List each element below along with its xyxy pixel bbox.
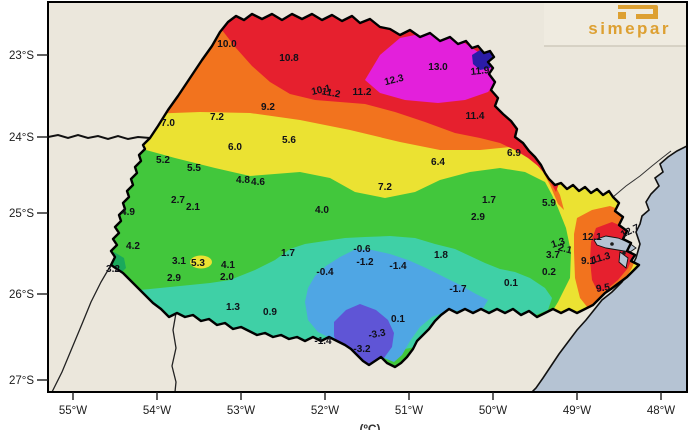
temp-value-label: 13.0 <box>428 62 448 73</box>
temp-value-label: 2.1 <box>186 202 200 213</box>
temp-value-label: 0.2 <box>542 267 556 278</box>
y-tick-label: 25°S <box>9 208 34 220</box>
contour-patch-darkgreen <box>111 252 126 276</box>
temp-value-label: -1.4 <box>389 261 407 272</box>
temp-value-label: 1.8 <box>434 250 448 261</box>
temp-value-label: 5.3 <box>191 258 205 269</box>
simepar-logo-icon <box>618 5 658 19</box>
map-frame <box>47 1 688 393</box>
temperature-labels: 10.010.810.111.2 11.212.313.0 11.911.49.27… <box>106 39 642 355</box>
temp-value-label: -1.4 <box>314 336 332 347</box>
bay-inlets <box>593 235 637 269</box>
contour-dot-yellow <box>190 255 212 269</box>
temp-value-label: 6.0 <box>228 142 242 153</box>
temp-value-label: 9.5 <box>595 282 611 295</box>
temp-value-label: 4.1 <box>221 260 235 271</box>
temp-value-label: 2.9 <box>471 212 485 223</box>
temp-value-label: 9.2 <box>261 102 275 113</box>
temp-value-label: 7.2 <box>210 112 224 123</box>
x-tick-label: 52°W <box>311 405 339 417</box>
temp-value-label: 1.3 <box>226 302 240 313</box>
temp-value-label: 0.9 <box>263 307 277 318</box>
temp-value-label: -1.7 <box>449 284 467 295</box>
unit-label: (ºC) <box>359 422 380 430</box>
bay-island <box>622 251 626 255</box>
temp-value-label: 4.0 <box>315 205 329 216</box>
temp-value-label: 12.3 <box>383 73 405 88</box>
temp-value-label: 2.1 <box>557 242 574 256</box>
temp-value-label: 11.9 <box>470 65 490 78</box>
temp-value-label: 10.8 <box>279 53 299 64</box>
temp-value-label: 11.2 <box>353 87 372 98</box>
temp-value-label: 0.1 <box>504 278 518 289</box>
temp-value-label: 11.2 <box>321 86 342 100</box>
temp-value-label: 7.2 <box>378 182 392 193</box>
temp-value-label: -3.2 <box>353 344 371 355</box>
x-tick-label: 54°W <box>143 405 171 417</box>
temp-value-label: 11.4 <box>466 111 485 122</box>
temp-value-label: 3.1 <box>172 256 186 267</box>
temp-value-label: -0.4 <box>316 267 334 278</box>
temp-value-label: 10.1 <box>310 83 332 98</box>
temp-value-label: 4.9 <box>121 207 135 218</box>
temp-value-label: 4.8 <box>236 175 250 186</box>
temp-value-label: 2.9 <box>167 273 181 284</box>
south-border-line <box>171 312 177 392</box>
x-tick-label: 55°W <box>59 405 87 417</box>
temp-value-label: 10.0 <box>217 39 237 50</box>
temp-value-label: 6.9 <box>507 148 521 159</box>
temp-value-label: 0.1 <box>391 314 405 325</box>
temp-value-label: -3.3 <box>368 328 387 342</box>
northeast-border-line <box>612 150 672 198</box>
temp-value-label: 3.2 <box>106 264 120 275</box>
temp-value-label: 5.6 <box>282 135 296 146</box>
temp-value-label: 3.7 <box>546 250 560 261</box>
temp-value-label: 7.0 <box>161 118 175 129</box>
y-tick-label: 26°S <box>9 289 34 301</box>
contour-blob-magenta <box>365 32 500 103</box>
x-tick-label: 50°W <box>479 405 507 417</box>
contour-blob-navy <box>472 50 494 70</box>
contour-band-orange <box>111 14 564 210</box>
x-tick-label: 53°W <box>227 405 255 417</box>
temp-value-label: 1.7 <box>482 195 496 206</box>
temp-value-label: 1.3 <box>550 236 567 251</box>
temp-value-label: -0.6 <box>353 244 371 255</box>
y-axis: 23°S 24°S 25°S 26°S 27°S <box>9 50 48 387</box>
temp-value-label: 5.2 <box>156 155 170 166</box>
x-tick-label: 49°W <box>563 405 591 417</box>
simepar-logo-text: simepar <box>588 19 671 38</box>
southwest-border-line <box>51 264 112 392</box>
temp-value-label: 2.7 <box>171 195 185 206</box>
y-tick-label: 27°S <box>9 375 34 387</box>
temp-value-label: 12.1 <box>582 232 602 243</box>
logo-box <box>544 3 686 46</box>
x-tick-label: 51°W <box>395 405 423 417</box>
bay-main <box>593 235 637 253</box>
temp-value-label: 1.7 <box>281 248 295 259</box>
logo: simepar <box>544 3 686 47</box>
temp-value-label: 11.3 <box>591 251 613 267</box>
temp-value-label: -1.2 <box>356 257 374 268</box>
temp-value-label: 2.0 <box>220 272 234 283</box>
temp-value-label: 5.5 <box>187 163 201 174</box>
bay-island <box>610 242 614 246</box>
y-tick-label: 23°S <box>9 50 34 62</box>
bay-arm <box>618 251 629 269</box>
temp-value-label: 6.4 <box>431 157 445 168</box>
temp-value-label: 9.1 <box>581 256 595 267</box>
x-axis: 55°W 54°W 53°W 52°W 51°W 50°W 49°W 48°W <box>59 392 675 417</box>
temp-value-label: 4.2 <box>126 241 140 252</box>
x-tick-label: 48°W <box>647 405 675 417</box>
y-tick-label: 24°S <box>9 132 34 144</box>
temp-value-label: 5.9 <box>542 198 556 209</box>
north-state-border-line <box>48 133 151 141</box>
temp-value-label: 4.6 <box>251 177 265 188</box>
